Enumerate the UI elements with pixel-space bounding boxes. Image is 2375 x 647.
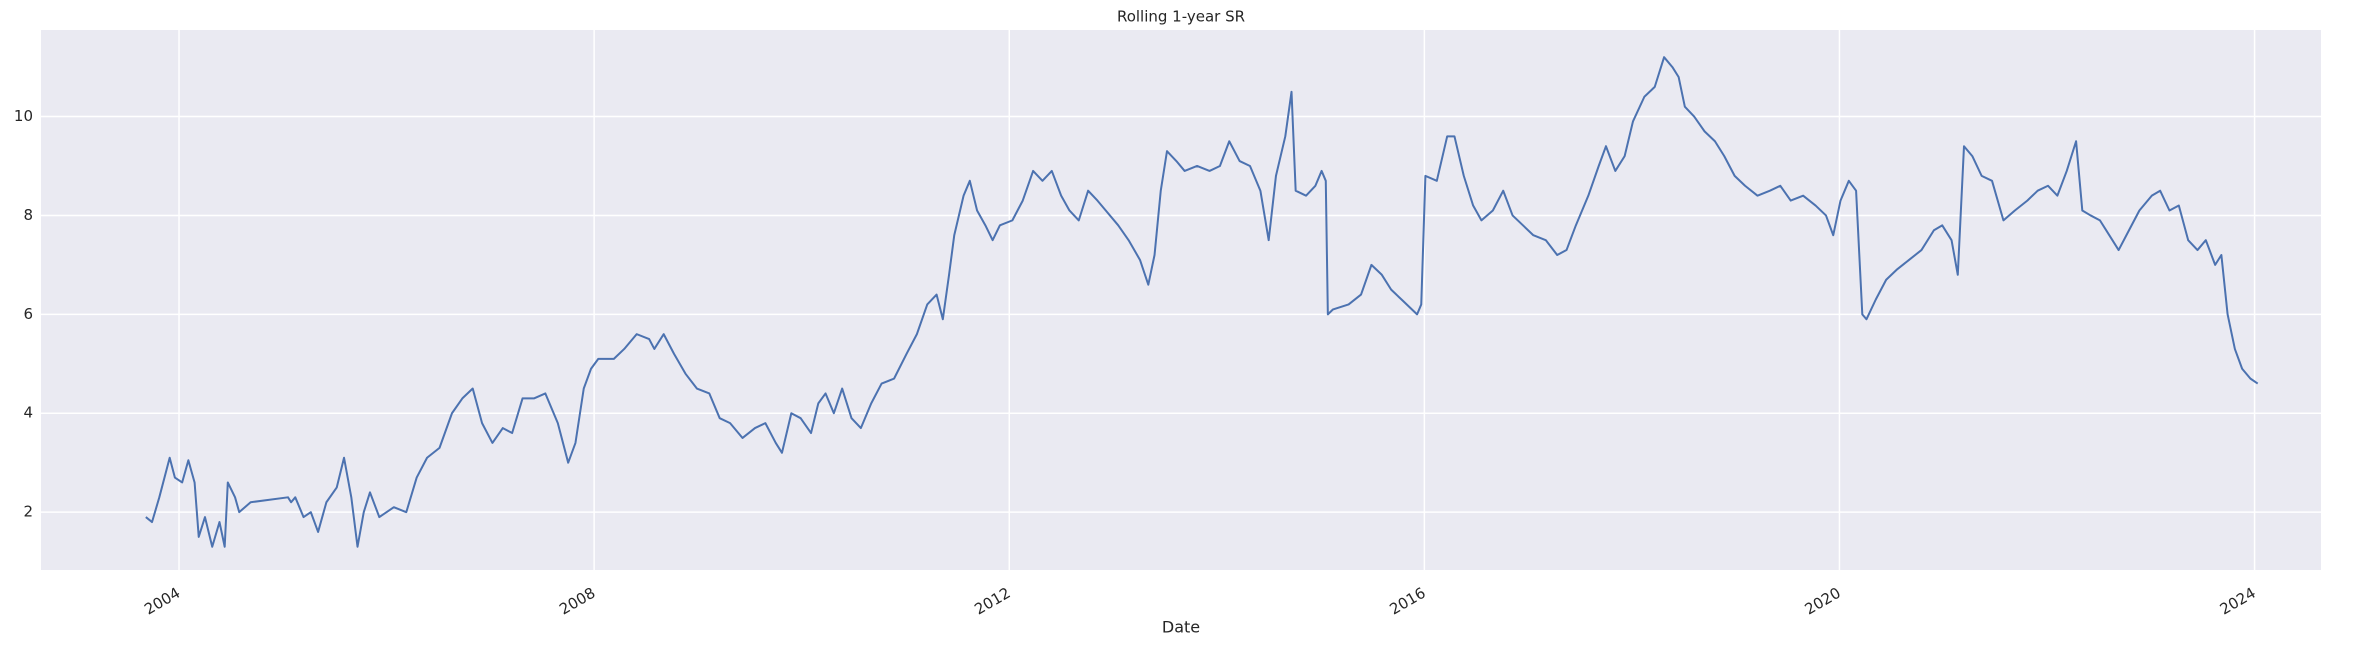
x-tick-label: 2020 (1802, 584, 1844, 619)
y-tick-label: 4 (23, 404, 33, 422)
y-tick-label: 6 (23, 305, 33, 323)
plot-area (41, 30, 2321, 570)
x-tick-label: 2004 (141, 584, 183, 619)
chart-title: Rolling 1-year SR (1117, 8, 1245, 26)
x-tick-label: 2016 (1387, 584, 1429, 619)
y-tick-label: 8 (23, 206, 33, 224)
y-tick-label: 10 (14, 107, 33, 125)
y-tick-label: 2 (23, 503, 33, 521)
x-axis-label: Date (1162, 618, 1200, 637)
x-tick-label: 2008 (556, 584, 598, 619)
x-tick-label: 2012 (971, 584, 1013, 619)
x-tick-label: 2024 (2217, 584, 2259, 619)
line-series (145, 56, 2259, 548)
